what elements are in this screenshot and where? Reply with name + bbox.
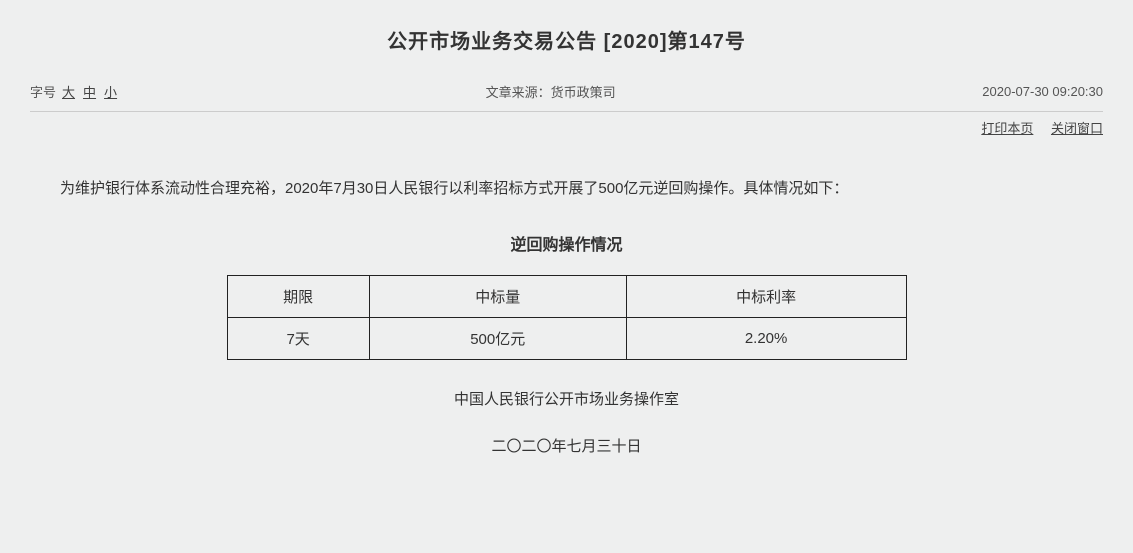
meta-row: 字号 大 中 小 文章来源：货币政策司 2020-07-30 09:20:30 <box>30 82 1103 112</box>
operation-table: 期限 中标量 中标利率 7天 500亿元 2.20% <box>227 275 907 360</box>
font-size-selector: 字号 大 中 小 <box>30 82 119 101</box>
cell-term: 7天 <box>227 318 369 360</box>
table-row: 7天 500亿元 2.20% <box>227 318 906 360</box>
font-small-link[interactable]: 小 <box>104 82 117 101</box>
source-label: 文章来源： <box>486 85 551 100</box>
col-rate: 中标利率 <box>626 276 906 318</box>
issue-date: 二〇二〇年七月三十日 <box>30 435 1103 456</box>
publish-timestamp: 2020-07-30 09:20:30 <box>982 84 1103 99</box>
print-link[interactable]: 打印本页 <box>981 121 1033 136</box>
announcement-page: 公开市场业务交易公告 [2020]第147号 字号 大 中 小 文章来源：货币政… <box>0 0 1133 456</box>
col-term: 期限 <box>227 276 369 318</box>
close-window-link[interactable]: 关闭窗口 <box>1051 121 1103 136</box>
table-header-row: 期限 中标量 中标利率 <box>227 276 906 318</box>
body-paragraph: 为维护银行体系流动性合理充裕，2020年7月30日人民银行以利率招标方式开展了5… <box>30 177 1103 201</box>
action-links: 打印本页 关闭窗口 <box>30 118 1103 137</box>
col-amount: 中标量 <box>369 276 626 318</box>
font-medium-link[interactable]: 中 <box>83 82 96 101</box>
font-size-label: 字号 <box>30 82 56 101</box>
page-title: 公开市场业务交易公告 [2020]第147号 <box>30 25 1103 54</box>
issuer-org: 中国人民银行公开市场业务操作室 <box>30 388 1103 409</box>
font-large-link[interactable]: 大 <box>62 82 75 101</box>
source-value: 货币政策司 <box>551 85 616 100</box>
article-source: 文章来源：货币政策司 <box>119 82 982 101</box>
table-subtitle: 逆回购操作情况 <box>30 231 1103 255</box>
cell-amount: 500亿元 <box>369 318 626 360</box>
cell-rate: 2.20% <box>626 318 906 360</box>
